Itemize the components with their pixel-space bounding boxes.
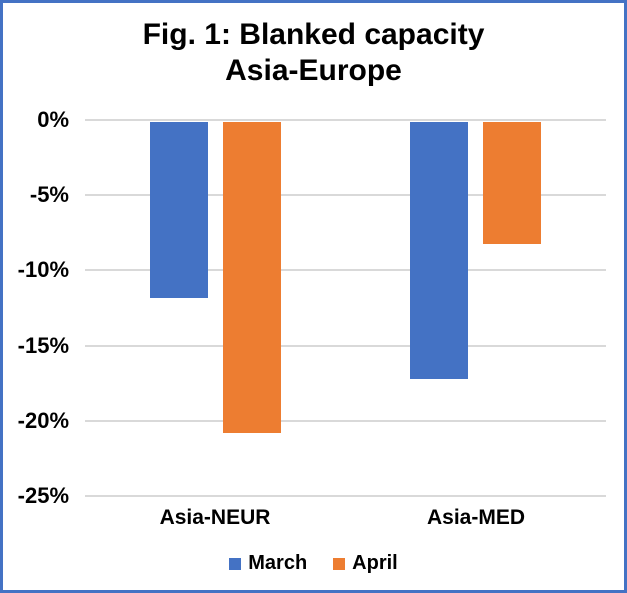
plot-area — [85, 119, 606, 497]
legend: March April — [3, 552, 624, 575]
bar-march-asia-med — [410, 122, 468, 379]
chart-title: Fig. 1: Blanked capacity Asia-Europe — [3, 17, 624, 89]
y-tick-label--5%: -5% — [29, 182, 69, 207]
gridline--15% — [85, 345, 606, 347]
y-axis-tick-labels: 0% -5% -10% -15% -20% -25% — [3, 3, 75, 590]
legend-label-april: April — [352, 552, 398, 574]
legend-label-march: March — [248, 552, 308, 574]
gridline-0% — [85, 119, 606, 121]
legend-swatch-march-icon — [229, 557, 242, 570]
gridline--25% — [85, 495, 606, 497]
legend-swatch-april-icon — [333, 557, 346, 570]
legend-item-april: April — [333, 552, 398, 575]
x-axis-category-labels: Asia-NEUR Asia-MED — [3, 506, 624, 534]
bar-april-asia-med — [483, 122, 541, 244]
chart-title-line-2: Asia-Europe — [225, 54, 402, 87]
bar-march-asia-neur — [150, 122, 208, 298]
gridline--10% — [85, 269, 606, 271]
y-tick-label--25%: -25% — [17, 483, 69, 508]
y-tick-label--20%: -20% — [17, 408, 69, 433]
y-tick-label-0%: 0% — [37, 107, 69, 132]
gridline--5% — [85, 194, 606, 196]
gridline--20% — [85, 420, 606, 422]
x-category-label-asia-neur: Asia-NEUR — [159, 506, 271, 529]
bar-april-asia-neur — [223, 122, 281, 433]
x-category-label-asia-med: Asia-MED — [426, 506, 526, 529]
y-tick-label--15%: -15% — [17, 333, 69, 358]
legend-item-march: March — [229, 552, 307, 575]
y-tick-label--10%: -10% — [17, 257, 69, 282]
chart-title-line-1: Fig. 1: Blanked capacity — [142, 18, 485, 51]
